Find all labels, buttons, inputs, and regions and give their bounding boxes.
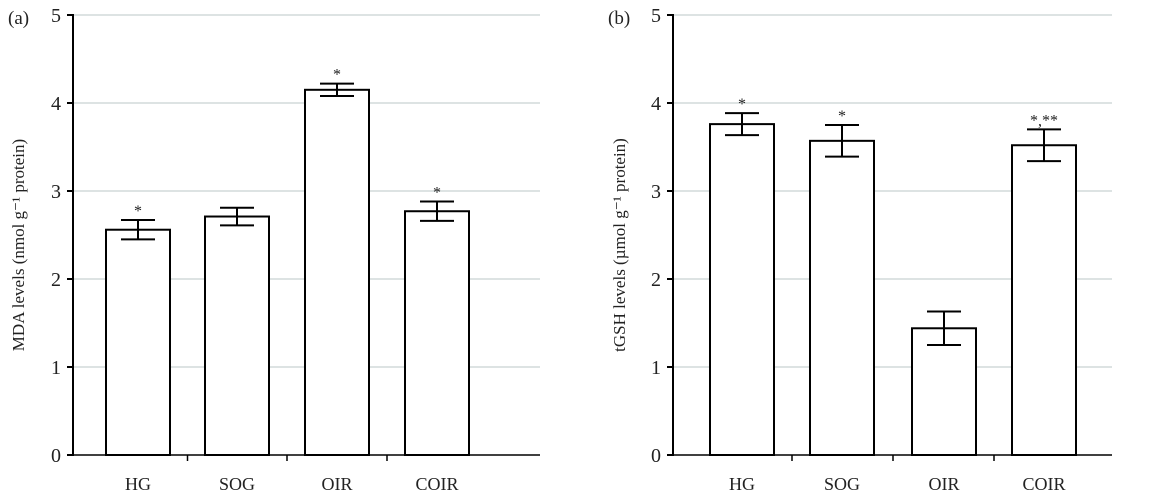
bar-hg — [709, 123, 775, 457]
bar-hg — [105, 228, 171, 456]
x-tick-label: SOG — [824, 474, 860, 494]
x-tick-label: SOG — [219, 474, 255, 494]
y-tick-label: 3 — [51, 181, 61, 203]
significance-marker: * — [433, 185, 441, 202]
significance-marker: * — [738, 96, 746, 113]
x-tick-label: COIR — [1022, 474, 1065, 494]
x-tick-label: OIR — [929, 474, 960, 494]
panel-label: (a) — [8, 8, 29, 29]
bar-oir — [304, 88, 370, 457]
x-tick-label: HG — [729, 474, 755, 494]
y-tick-label: 5 — [651, 5, 661, 27]
chart-panel-a: 0 1 2 3 4 5 (a) MDA levels (nmol g⁻¹ protein) * H… — [8, 5, 540, 494]
y-tick-label: 0 — [51, 445, 61, 467]
y-axis-label: MDA levels (nmol g⁻¹ protein) — [9, 139, 28, 351]
chart-panel-b: 0 1 2 3 4 5 (b) tGSH levels (µmol g⁻¹ protein) *… — [608, 5, 1112, 494]
bar-sog — [204, 215, 270, 456]
y-tick-label: 4 — [651, 93, 661, 115]
bar-sog — [809, 139, 875, 456]
significance-marker: * — [838, 108, 846, 125]
y-tick-label: 3 — [651, 181, 661, 203]
significance-marker: * — [134, 203, 142, 220]
significance-marker: * — [333, 67, 341, 84]
x-tick-label: OIR — [322, 474, 353, 494]
bar-coir — [1011, 144, 1077, 457]
y-tick-label: 0 — [651, 445, 661, 467]
y-tick-label: 1 — [651, 357, 661, 379]
panel-label: (b) — [608, 8, 630, 29]
y-axis-label: tGSH levels (µmol g⁻¹ protein) — [610, 138, 629, 352]
y-tick-label: 2 — [651, 269, 661, 291]
y-tick-label: 1 — [51, 357, 61, 379]
x-tick-label: HG — [125, 474, 151, 494]
bar-coir — [404, 210, 470, 456]
x-tick-label: COIR — [415, 474, 458, 494]
y-tick-label: 5 — [51, 5, 61, 27]
bar-oir — [911, 327, 977, 456]
y-tick-label: 2 — [51, 269, 61, 291]
y-tick-label: 4 — [51, 93, 61, 115]
significance-marker: *,** — [1030, 112, 1058, 129]
